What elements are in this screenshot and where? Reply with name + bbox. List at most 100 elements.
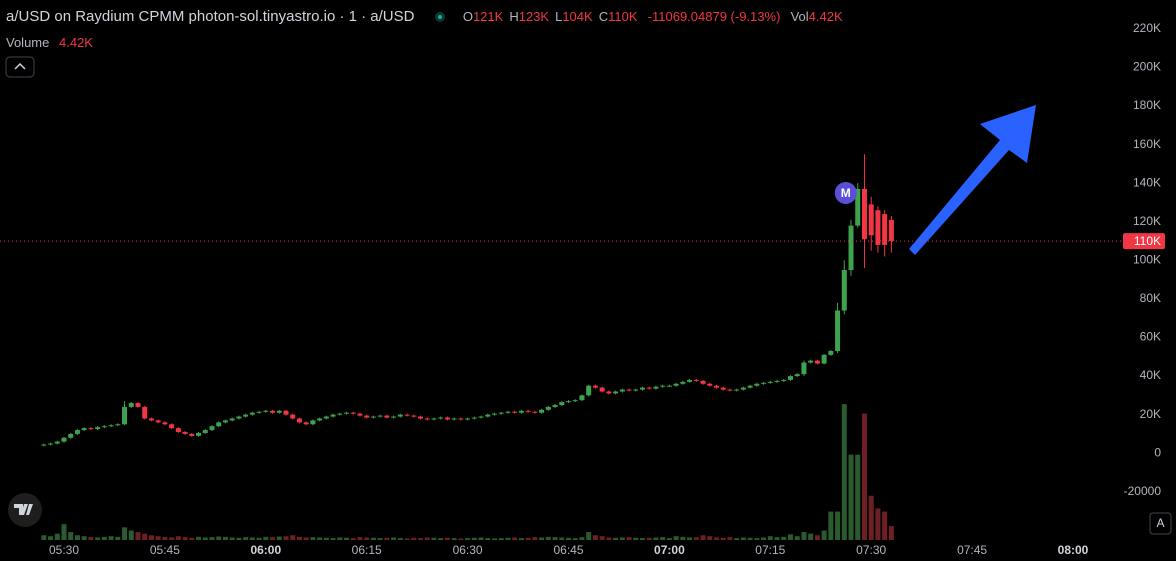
candle-body xyxy=(875,210,881,245)
volume-bar xyxy=(592,535,598,540)
candle-body xyxy=(256,411,262,413)
volume-bar xyxy=(821,530,827,540)
volume-bar xyxy=(411,537,417,540)
candle-body xyxy=(700,380,706,384)
candle-body xyxy=(532,411,538,413)
candle-body xyxy=(734,389,740,391)
volume-bar xyxy=(317,537,323,540)
candle-body xyxy=(579,395,585,401)
volume-bar xyxy=(747,537,753,540)
volume-bar xyxy=(613,537,619,540)
candle-body xyxy=(249,412,255,415)
candle-body xyxy=(882,214,888,245)
candle-body xyxy=(296,418,302,423)
candle-body xyxy=(828,351,834,355)
volume-bar xyxy=(222,536,228,540)
volume-bar xyxy=(552,537,558,540)
volume-bar xyxy=(626,537,632,540)
volume-bar xyxy=(41,535,47,540)
volume-bar xyxy=(492,538,498,540)
candle-body xyxy=(88,428,94,430)
volume-bar xyxy=(216,536,222,540)
candle-body xyxy=(444,417,450,420)
volume-bar xyxy=(209,537,215,540)
candle-body xyxy=(458,418,464,420)
legend-value: 121K xyxy=(472,9,504,24)
volume-bar xyxy=(794,536,800,540)
volume-bar xyxy=(808,533,814,540)
volume-name: Volume xyxy=(6,35,50,50)
candle-body xyxy=(451,418,457,420)
volume-bar xyxy=(162,536,168,540)
collapse-button[interactable] xyxy=(5,56,35,78)
volume-bar xyxy=(680,536,686,540)
change: -11069.04879 (-9.13%) xyxy=(647,9,781,24)
candle-body xyxy=(680,381,686,384)
volume-bar xyxy=(518,538,524,540)
volume-bar xyxy=(660,537,666,540)
candle-body xyxy=(545,406,551,410)
candle-body xyxy=(747,385,753,388)
volume-bar xyxy=(397,538,403,540)
volume-bar xyxy=(229,537,235,540)
candle-body xyxy=(330,414,336,417)
candle-body xyxy=(505,411,511,413)
volume-bar xyxy=(559,537,565,540)
candle-body xyxy=(808,360,814,363)
volume-bar xyxy=(95,537,101,540)
volume-bar xyxy=(263,536,269,540)
volume-bar xyxy=(88,536,94,540)
candle-body xyxy=(377,415,383,417)
candle-body xyxy=(182,432,188,434)
x-tick-label: 07:45 xyxy=(957,543,987,557)
candle-body xyxy=(740,387,746,390)
candle-body xyxy=(243,414,249,417)
volume-bar xyxy=(572,538,578,540)
candle-body xyxy=(687,379,693,382)
candle-body xyxy=(693,379,699,381)
candle-body xyxy=(888,219,894,242)
candle-body xyxy=(122,406,128,425)
volume-bar xyxy=(169,537,175,540)
candle-body xyxy=(801,362,807,375)
x-tick-label: 06:15 xyxy=(352,543,382,557)
candle-body xyxy=(814,360,820,364)
candle-body xyxy=(196,432,202,436)
candle-body xyxy=(270,410,276,413)
candle-body xyxy=(512,411,518,413)
legend-value: 104K xyxy=(562,9,593,24)
y-tick-label: 60K xyxy=(1140,330,1161,344)
candle-body xyxy=(774,380,780,382)
candle-body xyxy=(135,403,141,407)
candle-body xyxy=(471,417,477,419)
candle-body xyxy=(276,410,282,413)
volume-bar xyxy=(734,538,740,540)
candle-body xyxy=(559,402,565,405)
candle-body xyxy=(619,389,625,392)
candle-body xyxy=(566,401,571,403)
volume-bar xyxy=(653,537,659,540)
candle-body xyxy=(767,381,773,383)
volume-bar xyxy=(290,535,296,540)
candle-body xyxy=(653,386,659,389)
candle-body xyxy=(781,379,787,381)
x-tick-label: 06:00 xyxy=(250,543,281,557)
candle-body xyxy=(202,430,208,433)
volume-bar xyxy=(202,537,208,540)
volume-bar xyxy=(310,537,316,540)
y-tick-label: 40K xyxy=(1140,368,1161,382)
auto-scale-button[interactable] xyxy=(1149,512,1172,535)
volume-bar xyxy=(155,536,161,540)
candle-body xyxy=(787,376,793,380)
x-tick-label: 07:30 xyxy=(856,543,886,557)
candle-body xyxy=(397,414,403,417)
legend-value: 110K xyxy=(608,9,638,24)
volume-bar xyxy=(619,537,625,540)
x-tick-label: 08:00 xyxy=(1058,543,1089,557)
volume-bar xyxy=(108,536,114,540)
volume-bar xyxy=(364,537,370,540)
candle-body xyxy=(552,405,558,407)
volume-bar xyxy=(391,537,397,540)
volume-bar xyxy=(740,537,746,540)
